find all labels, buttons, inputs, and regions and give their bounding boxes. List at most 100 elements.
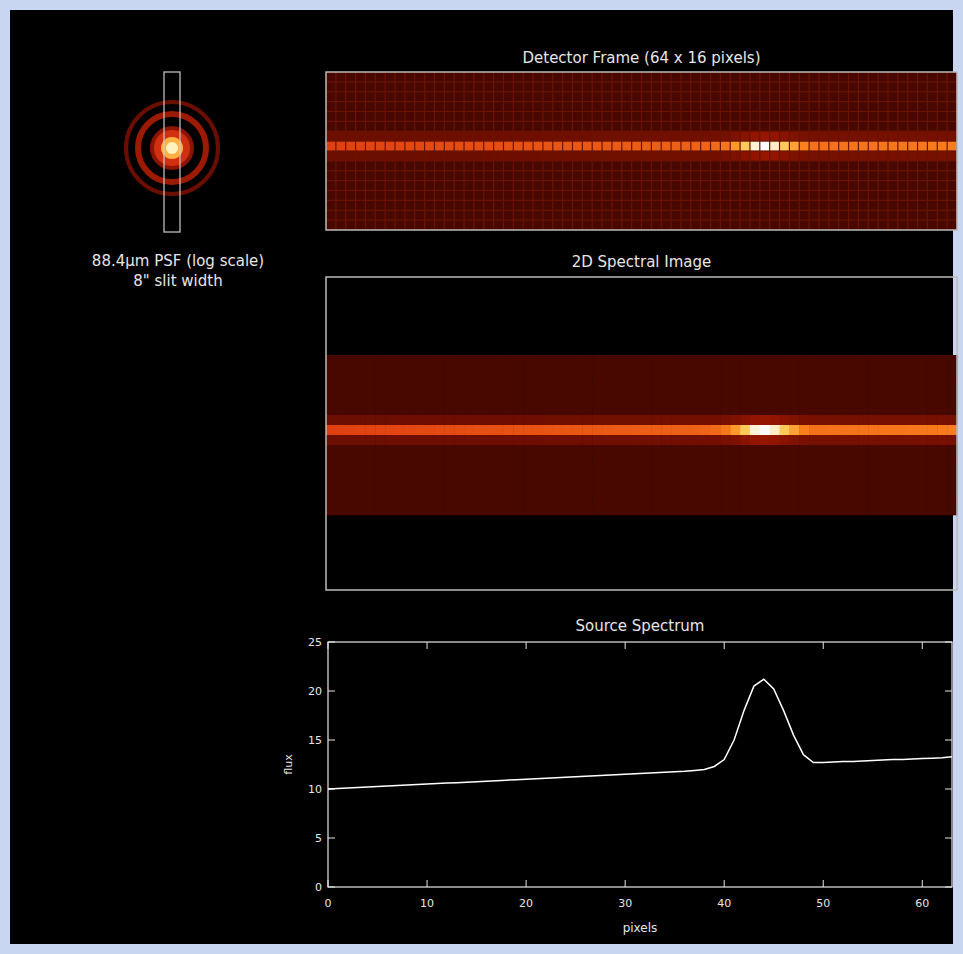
spectral-pixel: [503, 485, 513, 495]
spectral-pixel: [937, 415, 947, 425]
detector-pixel: [672, 112, 681, 121]
spectral-pixel: [927, 425, 937, 435]
detector-pixel: [938, 161, 947, 170]
detector-pixel: [731, 102, 740, 111]
spectral-pixel: [839, 455, 849, 465]
spectral-pixel: [454, 435, 464, 445]
detector-pixel: [524, 112, 533, 121]
spectral-pixel: [494, 455, 504, 465]
detector-pixel: [327, 73, 336, 82]
detector-pixel: [652, 132, 661, 141]
spectral-pixel: [385, 455, 395, 465]
detector-pixel: [346, 102, 355, 111]
detector-pixel: [869, 221, 878, 230]
detector-pixel: [820, 171, 829, 180]
detector-pixel: [405, 152, 414, 161]
spectral-pixel: [632, 495, 642, 505]
detector-pixel: [810, 201, 819, 210]
detector-pixel: [839, 122, 848, 131]
panel-title: 2D Spectral Image: [572, 253, 712, 271]
spectral-pixel: [356, 495, 366, 505]
spectral-pixel: [553, 485, 563, 495]
detector-pixel: [386, 82, 395, 91]
spectral-pixel: [582, 365, 592, 375]
detector-pixel: [593, 82, 602, 91]
spectral-pixel: [770, 465, 780, 475]
spectral-pixel: [711, 365, 721, 375]
spectral-pixel: [947, 465, 957, 475]
detector-pixel: [780, 152, 789, 161]
spectral-pixel: [878, 355, 888, 365]
spectral-pixel: [533, 375, 543, 385]
spectral-pixel: [415, 485, 425, 495]
spectral-pixel: [474, 365, 484, 375]
detector-pixel: [405, 122, 414, 131]
spectral-pixel: [937, 455, 947, 465]
spectral-pixel: [425, 465, 435, 475]
detector-pixel: [544, 132, 553, 141]
detector-pixel: [829, 161, 838, 170]
spectral-pixel: [927, 475, 937, 485]
spectral-pixel: [681, 405, 691, 415]
spectral-pixel: [425, 395, 435, 405]
spectral-pixel: [819, 385, 829, 395]
detector-pixel: [691, 102, 700, 111]
detector-pixel: [415, 191, 424, 200]
spectral-pixel: [602, 415, 612, 425]
detector-pixel: [751, 73, 760, 82]
detector-pixel: [918, 112, 927, 121]
spectral-pixel: [444, 395, 454, 405]
spectral-pixel: [868, 425, 878, 435]
detector-pixel: [573, 142, 582, 151]
spectral-pixel: [572, 395, 582, 405]
detector-pixel: [583, 102, 592, 111]
spectral-pixel: [927, 455, 937, 465]
detector-pixel: [386, 112, 395, 121]
detector-pixel: [780, 161, 789, 170]
detector-pixel: [563, 191, 572, 200]
spectral-pixel: [513, 485, 523, 495]
detector-pixel: [691, 142, 700, 151]
detector-pixel: [711, 102, 720, 111]
detector-pixel: [494, 191, 503, 200]
detector-pixel: [662, 112, 671, 121]
spectral-pixel: [720, 455, 730, 465]
spectral-pixel: [789, 495, 799, 505]
detector-pixel: [613, 211, 622, 220]
detector-pixel: [613, 122, 622, 131]
spectral-pixel: [395, 465, 405, 475]
spectral-pixel: [849, 445, 859, 455]
spectral-pixel: [425, 475, 435, 485]
spectral-pixel: [503, 475, 513, 485]
spectral-pixel: [405, 455, 415, 465]
detector-pixel: [445, 201, 454, 210]
detector-pixel: [593, 102, 602, 111]
spectral-pixel: [849, 355, 859, 365]
detector-pixel: [918, 221, 927, 230]
spectral-pixel: [691, 375, 701, 385]
detector-pixel: [859, 132, 868, 141]
detector-pixel: [820, 82, 829, 91]
detector-pixel: [593, 112, 602, 121]
spectral-pixel: [612, 355, 622, 365]
spectral-pixel: [474, 355, 484, 365]
detector-pixel: [455, 211, 464, 220]
detector-pixel: [632, 161, 641, 170]
detector-pixel: [553, 221, 562, 230]
spectral-pixel: [927, 465, 937, 475]
spectral-pixel: [849, 385, 859, 395]
detector-pixel: [435, 161, 444, 170]
detector-pixel: [691, 152, 700, 161]
spectral-pixel: [326, 405, 336, 415]
spectral-pixel: [691, 355, 701, 365]
detector-pixel: [642, 181, 651, 190]
detector-pixel: [405, 112, 414, 121]
detector-pixel: [415, 152, 424, 161]
spectral-pixel: [533, 365, 543, 375]
detector-pixel: [780, 73, 789, 82]
detector-pixel: [672, 92, 681, 101]
spectral-pixel: [346, 355, 356, 365]
detector-pixel: [691, 211, 700, 220]
spectral-pixel: [750, 375, 760, 385]
spectral-pixel: [701, 485, 711, 495]
